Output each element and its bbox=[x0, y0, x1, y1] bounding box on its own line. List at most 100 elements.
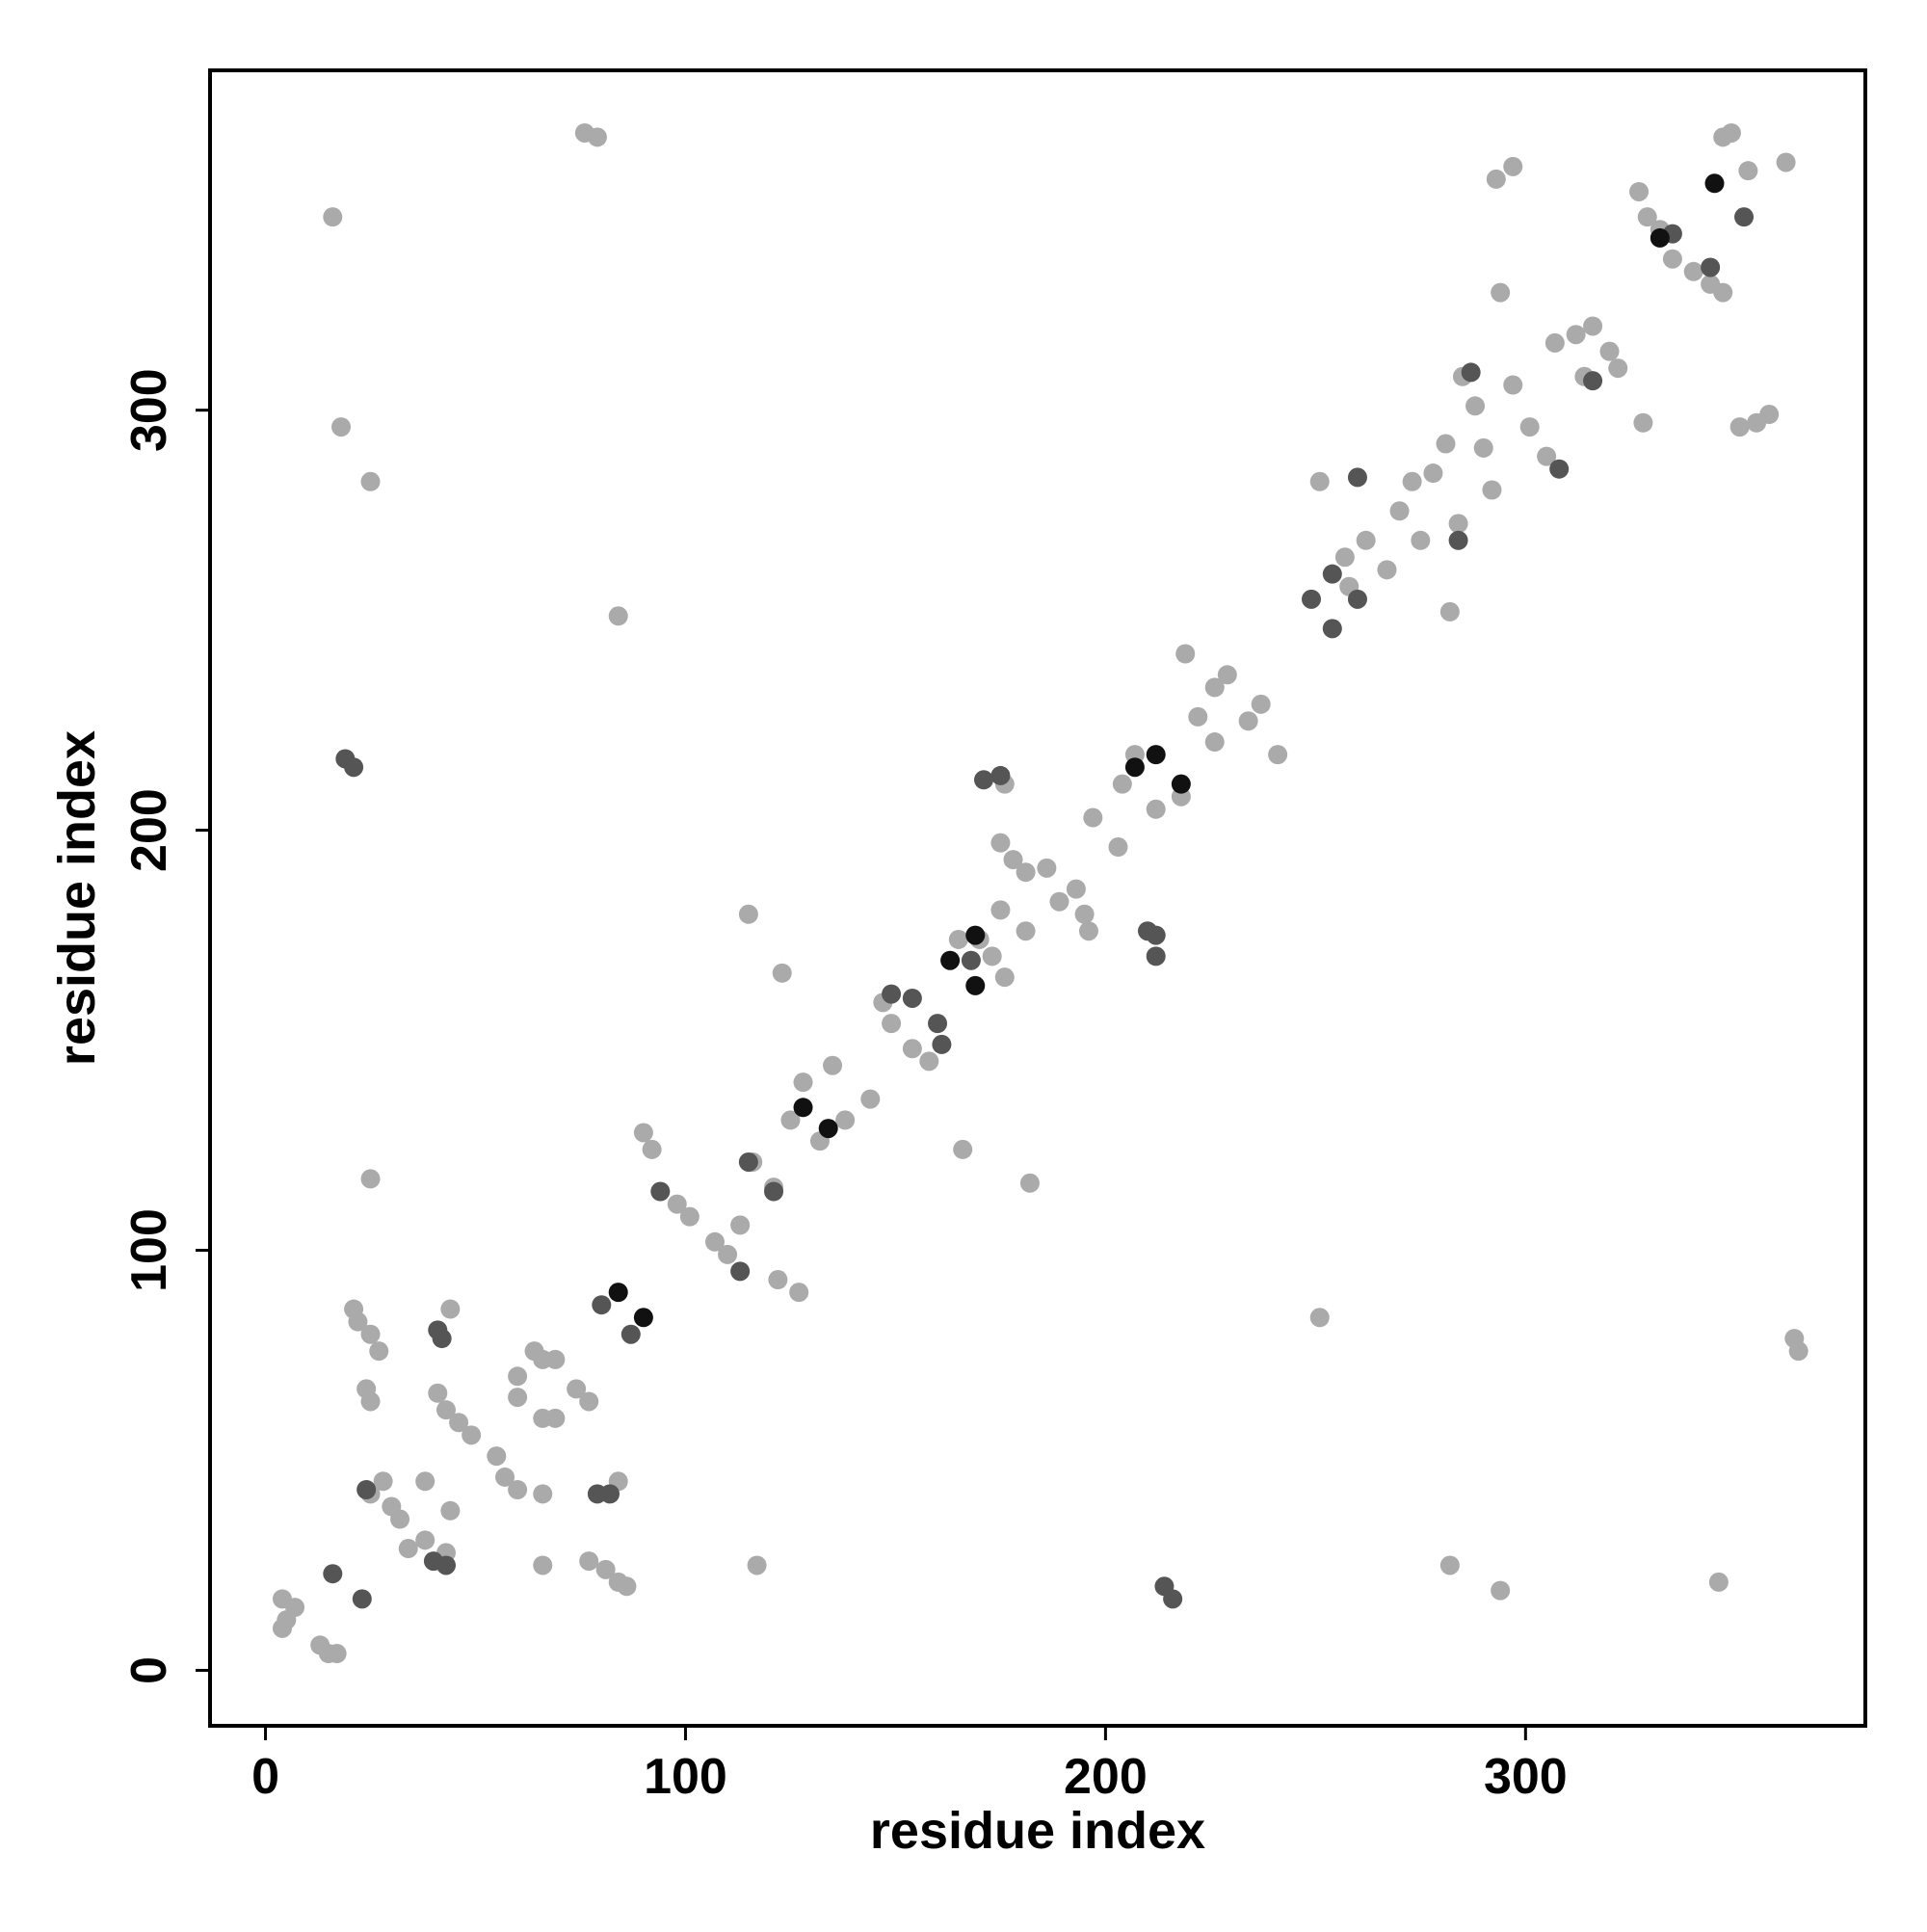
contact-point bbox=[608, 1283, 628, 1303]
contact-point bbox=[738, 1151, 758, 1172]
contact-point bbox=[818, 1119, 838, 1139]
contact-point bbox=[973, 770, 993, 790]
contact-point bbox=[1704, 173, 1725, 194]
contact-point bbox=[327, 1644, 347, 1664]
contact-point bbox=[567, 1379, 587, 1399]
contact-point bbox=[1322, 619, 1342, 639]
contact-point bbox=[1503, 375, 1523, 395]
contact-point bbox=[1776, 152, 1796, 172]
contact-point bbox=[704, 1231, 725, 1252]
plot-frame bbox=[208, 68, 1867, 1728]
contact-point bbox=[1708, 1572, 1729, 1592]
contact-point bbox=[1599, 341, 1620, 361]
contact-point bbox=[1112, 774, 1132, 794]
contact-point bbox=[415, 1530, 436, 1550]
contact-point bbox=[1544, 332, 1565, 353]
contact-point bbox=[1083, 807, 1103, 828]
contact-point bbox=[633, 1123, 653, 1143]
contact-point bbox=[1461, 362, 1481, 383]
contact-point bbox=[352, 1589, 372, 1609]
contact-point bbox=[436, 1400, 456, 1420]
contact-point bbox=[1347, 467, 1367, 488]
contact-point bbox=[1066, 879, 1086, 899]
contact-point bbox=[323, 1564, 343, 1584]
contact-point bbox=[369, 1341, 389, 1362]
contact-point bbox=[982, 946, 1002, 966]
contact-point bbox=[948, 929, 968, 949]
contact-point bbox=[1146, 925, 1166, 945]
contact-point bbox=[1003, 850, 1023, 870]
contact-point bbox=[360, 1169, 381, 1189]
contact-point bbox=[1402, 471, 1422, 491]
contact-point bbox=[487, 1446, 507, 1467]
contact-point bbox=[608, 606, 628, 626]
contact-point bbox=[990, 765, 1011, 785]
contact-point bbox=[1637, 207, 1657, 227]
y-axis-title: residue index bbox=[48, 730, 106, 1066]
y-tick-label: 300 bbox=[121, 368, 177, 452]
contact-point bbox=[1683, 261, 1703, 281]
contact-point bbox=[595, 1559, 616, 1579]
contact-point bbox=[1019, 1173, 1040, 1193]
contact-point bbox=[1411, 530, 1431, 550]
contact-point bbox=[272, 1618, 292, 1638]
contact-point bbox=[919, 1051, 939, 1072]
contact-point bbox=[1721, 122, 1741, 143]
contact-point bbox=[360, 1391, 381, 1412]
contact-point bbox=[1124, 757, 1145, 778]
contact-point bbox=[1448, 514, 1468, 534]
contact-point bbox=[1486, 169, 1506, 189]
contact-point bbox=[1662, 249, 1682, 269]
contact-point bbox=[1217, 665, 1237, 685]
contact-point bbox=[965, 925, 986, 945]
contact-point bbox=[1549, 459, 1570, 479]
contact-point bbox=[449, 1413, 469, 1433]
contact-point bbox=[965, 975, 986, 995]
contact-point bbox=[1473, 437, 1493, 458]
contact-point bbox=[1537, 446, 1557, 466]
contact-point bbox=[285, 1598, 305, 1618]
contact-point bbox=[1016, 921, 1036, 941]
contact-point bbox=[1347, 589, 1367, 609]
contact-point bbox=[1482, 480, 1502, 500]
contact-point bbox=[642, 1139, 662, 1159]
contact-point bbox=[1016, 862, 1036, 883]
contact-point bbox=[1146, 745, 1166, 765]
contact-point bbox=[579, 1391, 599, 1412]
contact-point bbox=[579, 1551, 599, 1572]
contact-point bbox=[1701, 257, 1721, 278]
contact-point bbox=[1788, 1341, 1808, 1362]
contact-point bbox=[360, 1324, 381, 1344]
contact-point bbox=[600, 1484, 620, 1504]
contact-point bbox=[961, 950, 981, 970]
contact-point bbox=[902, 988, 922, 1008]
contact-point bbox=[667, 1194, 687, 1214]
contact-point bbox=[1519, 417, 1540, 437]
x-tick-label: 100 bbox=[644, 1749, 727, 1805]
contact-point bbox=[780, 1110, 801, 1130]
contact-point bbox=[1734, 207, 1755, 227]
contact-point bbox=[928, 1014, 948, 1034]
contact-point bbox=[356, 1480, 377, 1500]
contact-point bbox=[495, 1467, 515, 1487]
contact-point bbox=[738, 904, 758, 924]
x-tick-label: 200 bbox=[1064, 1749, 1148, 1805]
contact-point bbox=[432, 1329, 452, 1349]
contact-point bbox=[348, 1311, 368, 1332]
contact-point bbox=[633, 1308, 653, 1328]
contact-point bbox=[1356, 530, 1376, 550]
contact-point bbox=[617, 1576, 637, 1597]
contact-point bbox=[545, 1349, 566, 1369]
contact-point bbox=[1238, 711, 1258, 731]
contact-point bbox=[508, 1366, 528, 1387]
contact-point bbox=[1491, 1580, 1511, 1601]
contact-point bbox=[415, 1471, 436, 1492]
contact-point bbox=[323, 207, 343, 227]
contact-point bbox=[1583, 371, 1603, 391]
contact-point bbox=[882, 1014, 902, 1034]
contact-point bbox=[793, 1072, 813, 1093]
contact-point bbox=[1650, 227, 1670, 248]
contact-point bbox=[860, 1089, 881, 1109]
contact-point bbox=[462, 1425, 482, 1445]
contact-point bbox=[940, 950, 961, 970]
